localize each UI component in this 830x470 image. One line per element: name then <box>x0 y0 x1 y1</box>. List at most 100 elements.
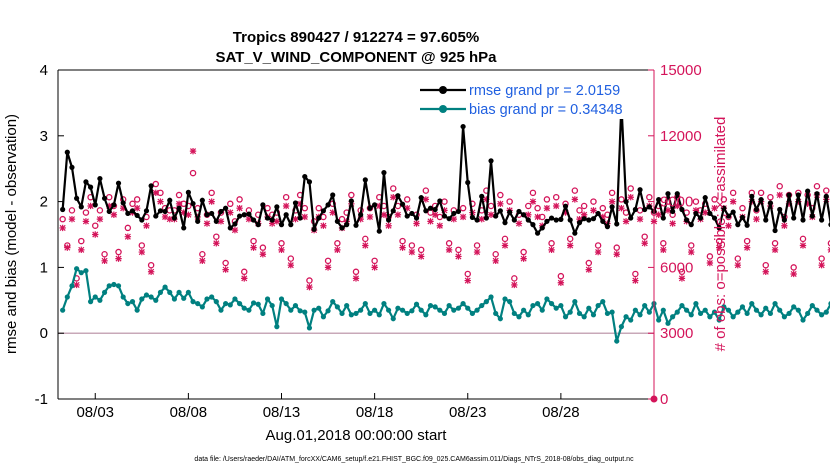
rmse-point <box>399 201 406 207</box>
bias-point <box>465 305 471 311</box>
assimilated-obs-marker <box>678 275 686 282</box>
assimilated-obs-marker <box>557 279 565 286</box>
rmse-point <box>143 208 150 214</box>
assimilated-obs-marker <box>175 200 183 207</box>
rmse-point <box>115 180 122 186</box>
assimilated-obs-marker <box>585 266 593 273</box>
rmse-point <box>171 215 178 221</box>
bias-point <box>637 312 643 318</box>
rmse-point <box>483 215 489 221</box>
bias-point <box>604 310 611 317</box>
bias-point <box>413 301 420 307</box>
bias-point <box>353 310 359 317</box>
assimilated-obs-marker <box>133 204 141 212</box>
rmse-point <box>111 202 117 208</box>
rmse-point <box>409 210 415 217</box>
rmse-point <box>493 213 499 219</box>
rmse-point <box>437 198 443 204</box>
rmse-point <box>362 177 368 183</box>
assimilated-obs-marker <box>785 200 793 207</box>
possible-obs-marker <box>566 235 574 243</box>
possible-obs-marker <box>473 242 481 249</box>
x-tick-label: 08/18 <box>356 404 394 421</box>
rmse-point <box>395 193 401 199</box>
rmse-point <box>791 215 797 221</box>
rmse-point <box>809 213 815 219</box>
assimilated-obs-marker <box>199 257 206 265</box>
assimilated-obs-marker <box>715 244 723 251</box>
assimilated-obs-marker <box>669 220 676 227</box>
possible-obs-marker <box>348 191 355 199</box>
rmse-point <box>176 205 182 211</box>
bias-point <box>115 283 122 289</box>
bias-point <box>791 304 797 310</box>
possible-obs-marker <box>580 202 588 210</box>
assimilated-obs-marker <box>399 244 406 251</box>
rmse-point <box>297 215 303 221</box>
possible-obs-marker <box>548 240 555 247</box>
bias-point <box>376 312 382 318</box>
possible-obs-marker <box>334 240 341 247</box>
y2-tick-label: 12000 <box>660 128 702 145</box>
possible-obs-marker <box>762 261 770 269</box>
rmse-point <box>292 200 299 206</box>
rmse-point <box>516 208 522 215</box>
bias-point <box>558 302 564 309</box>
rmse-point <box>553 217 559 223</box>
rmse-point <box>311 226 317 232</box>
rmse-point <box>721 205 727 211</box>
assimilated-obs-marker <box>385 222 392 229</box>
assimilated-obs-marker <box>427 218 434 225</box>
bias-point <box>260 310 266 317</box>
bias-point <box>483 299 489 305</box>
rmse-point <box>767 200 774 206</box>
rmse-point <box>772 227 778 234</box>
assimilated-obs-marker <box>203 220 211 227</box>
legend-rmse-marker <box>439 86 447 94</box>
bias-point <box>297 308 303 314</box>
rmse-point <box>637 187 643 193</box>
rmse-point <box>497 208 503 214</box>
assimilated-obs-marker <box>366 213 374 221</box>
possible-obs-marker <box>576 207 583 214</box>
possible-obs-marker <box>189 169 197 177</box>
rmse-point <box>632 206 638 213</box>
bias-point <box>344 302 350 309</box>
bias-point <box>674 309 680 315</box>
bias-point <box>316 305 322 311</box>
assimilated-obs-marker <box>157 198 164 205</box>
bias-point <box>418 307 424 313</box>
assimilated-obs-marker <box>799 242 807 249</box>
bias-point <box>567 309 573 315</box>
possible-obs-marker <box>315 204 322 212</box>
bias-point <box>302 309 308 315</box>
assimilated-obs-marker <box>259 251 267 258</box>
bias-point <box>432 304 438 310</box>
assimilated-obs-marker <box>268 220 276 227</box>
assimilated-obs-marker <box>404 204 411 212</box>
assimilated-obs-marker <box>213 240 220 247</box>
assimilated-obs-marker <box>217 218 225 225</box>
assimilated-obs-marker <box>594 248 602 256</box>
assimilated-obs-marker <box>543 204 551 212</box>
assimilated-obs-marker <box>124 233 132 240</box>
rmse-point <box>744 222 750 228</box>
possible-obs-marker <box>464 270 471 278</box>
assimilated-obs-marker <box>185 211 192 218</box>
rmse-point <box>376 228 382 234</box>
assimilated-obs-marker <box>525 211 532 218</box>
rmse-point <box>78 204 84 210</box>
bias-point <box>763 305 769 311</box>
bias-point <box>534 300 541 307</box>
bias-point <box>581 314 587 320</box>
bias-point <box>474 307 480 313</box>
assimilated-obs-marker <box>776 191 783 199</box>
y-axis-label: rmse and bias (model - observation) <box>3 114 20 354</box>
bias-point <box>502 296 508 302</box>
bias-point <box>288 307 294 313</box>
rmse-line <box>61 103 830 235</box>
assimilated-obs-marker <box>464 277 471 284</box>
assimilated-obs-marker <box>627 194 634 201</box>
bias-point <box>809 302 815 309</box>
possible-obs-marker <box>124 224 132 232</box>
